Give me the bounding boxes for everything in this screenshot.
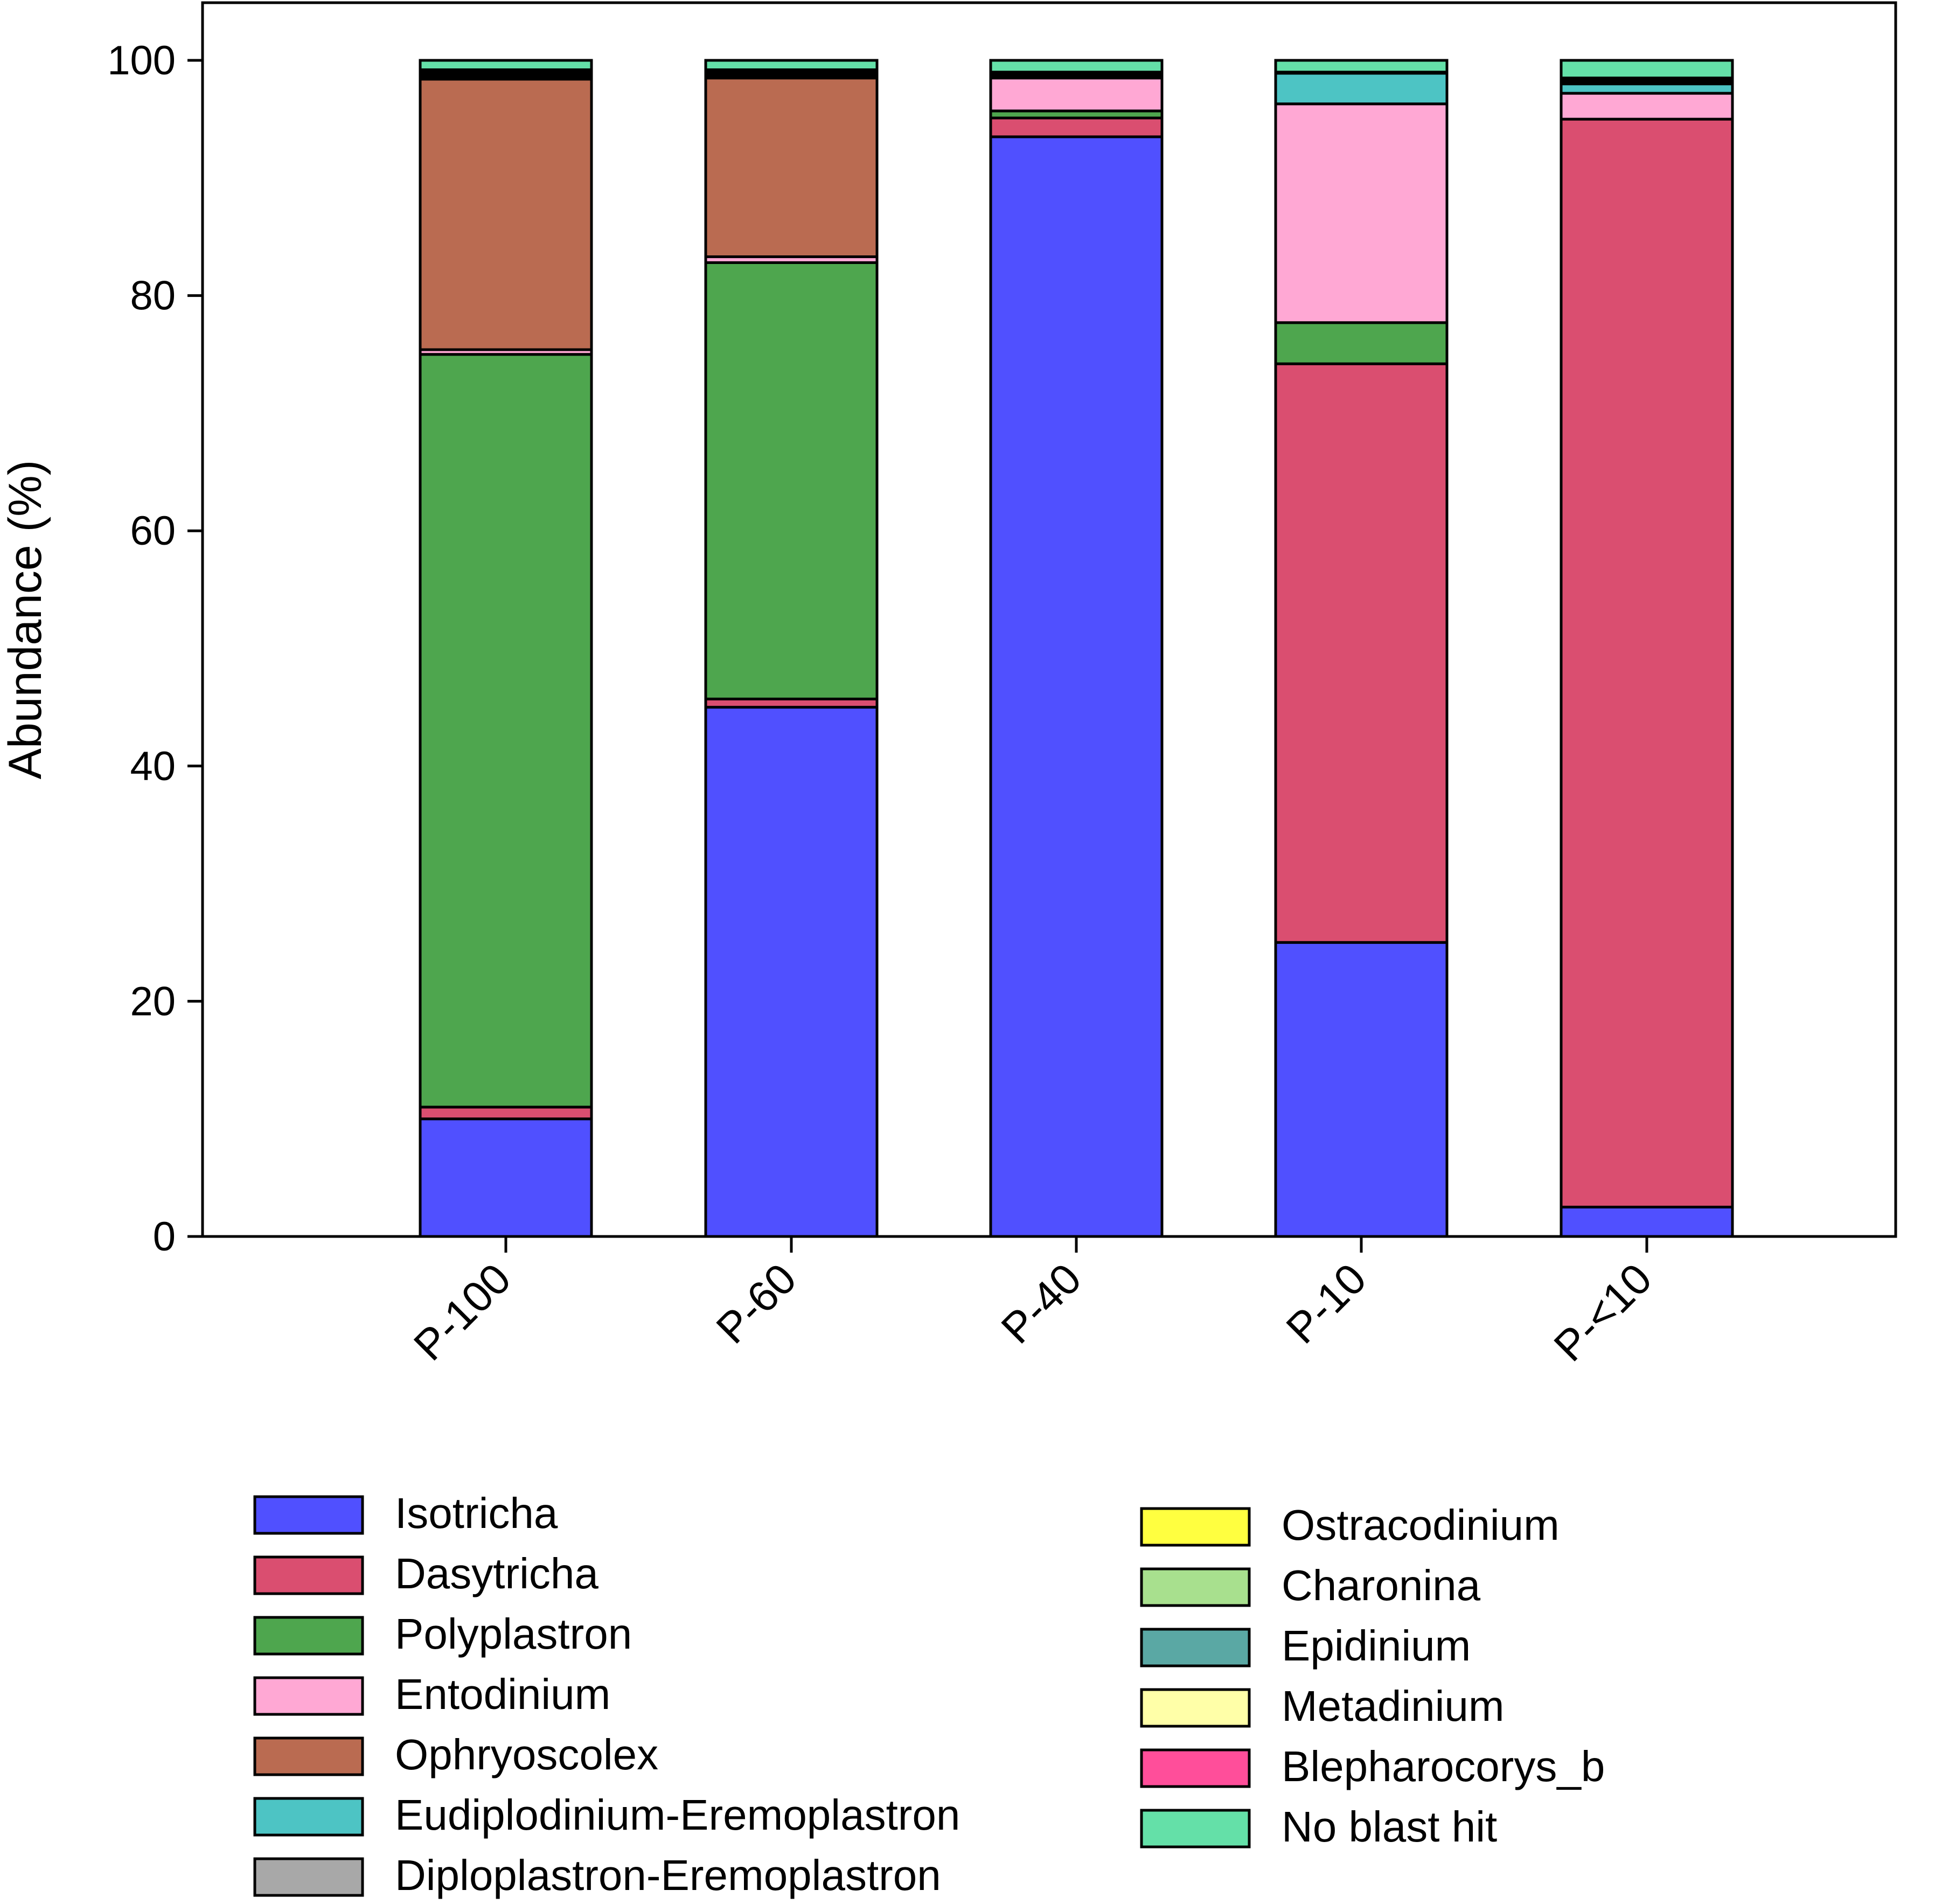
legend-label: Ostracodinium xyxy=(1282,1501,1560,1549)
legend-label: Eudiplodinium-Eremoplastron xyxy=(395,1791,960,1839)
bar-segment-dasytricha xyxy=(1560,117,1734,1208)
bar-segment-isotricha xyxy=(1274,941,1449,1238)
y-tick-label: 80 xyxy=(130,273,176,319)
bar-segment-polyplastron xyxy=(704,261,879,700)
legend-label: Ophryoscolex xyxy=(395,1731,658,1778)
legend-item-isotricha: Isotricha xyxy=(253,1489,558,1537)
bar-segment-ophryoscolex xyxy=(419,78,593,351)
bar-segment-ophryoscolex xyxy=(704,77,879,259)
bar-stack-p-100 xyxy=(419,59,593,1238)
bar-segment-dasytricha xyxy=(989,116,1164,138)
legend-swatch xyxy=(253,1736,364,1776)
y-tick-label: 0 xyxy=(153,1214,176,1260)
legend-item-eudiplodinium-eremoplastron: Eudiplodinium-Eremoplastron xyxy=(253,1791,960,1839)
bar-segment-no-blast-hit xyxy=(419,59,593,71)
y-tick-label: 60 xyxy=(130,508,176,554)
legend-label: Dasytricha xyxy=(395,1549,598,1597)
legend-item-entodinium: Entodinium xyxy=(253,1670,610,1718)
bars xyxy=(419,59,1734,1238)
legend-label: Metadinium xyxy=(1282,1682,1505,1730)
bar-segment-eudiplodinium-eremoplastron xyxy=(1560,82,1734,95)
bar-segment-isotricha xyxy=(419,1117,593,1238)
bar-segment-dasytricha xyxy=(1274,362,1449,944)
bar-stack-p-40 xyxy=(989,59,1164,1238)
y-axis-title: Abundance (%) xyxy=(0,460,51,780)
bar-segment-no-blast-hit xyxy=(989,59,1164,74)
legend-swatch xyxy=(253,1555,364,1595)
legend: Isotricha Dasytricha Polyplastron Entodiniu… xyxy=(253,1489,1605,1899)
legend-label: Polyplastron xyxy=(395,1610,632,1658)
bar-segment-no-blast-hit xyxy=(1274,59,1449,74)
bar-segment-dasytricha xyxy=(419,1106,593,1121)
legend-label: Diploplastron-Eremoplastron xyxy=(395,1851,941,1899)
legend-swatch xyxy=(253,1495,364,1535)
y-axis: 0 20 40 60 80 100 xyxy=(107,38,203,1260)
legend-label: Epidinium xyxy=(1282,1622,1471,1670)
legend-item-diploplastron-eremoplastron: Diploplastron-Eremoplastron xyxy=(253,1851,941,1899)
bar-segment-entodinium xyxy=(989,77,1164,113)
legend-swatch xyxy=(1140,1507,1251,1547)
bar-stack-p-10 xyxy=(1560,59,1734,1238)
legend-label: Entodinium xyxy=(395,1670,610,1718)
legend-swatch xyxy=(1140,1628,1251,1667)
y-tick-label: 100 xyxy=(107,38,176,84)
legend-swatch xyxy=(1140,1809,1251,1849)
legend-swatch xyxy=(253,1616,364,1656)
bar-segment-entodinium xyxy=(1560,92,1734,121)
bar-segment-isotricha xyxy=(704,706,879,1238)
bar-stack-p-60 xyxy=(704,59,879,1238)
bar-segment-isotricha xyxy=(1560,1205,1734,1238)
legend-item-dasytricha: Dasytricha xyxy=(253,1549,598,1597)
legend-item-metadinium: Metadinium xyxy=(1140,1682,1505,1730)
legend-item-epidinium: Epidinium xyxy=(1140,1622,1471,1670)
y-tick-label: 40 xyxy=(130,743,176,789)
bar-stack-p-10 xyxy=(1274,59,1449,1238)
legend-label: Isotricha xyxy=(395,1489,558,1537)
bar-segment-polyplastron xyxy=(1274,321,1449,365)
legend-item-no-blast-hit: No blast hit xyxy=(1140,1803,1497,1851)
legend-swatch xyxy=(1140,1567,1251,1607)
legend-swatch xyxy=(253,1797,364,1837)
legend-swatch xyxy=(1140,1688,1251,1728)
legend-label: Blepharocorys_b xyxy=(1282,1742,1605,1790)
legend-item-blepharocorys-b: Blepharocorys_b xyxy=(1140,1742,1605,1790)
legend-swatch xyxy=(253,1857,364,1897)
bar-segment-polyplastron xyxy=(419,353,593,1109)
bar-segment-eudiplodinium-eremoplastron xyxy=(1274,72,1449,106)
bar-segment-no-blast-hit xyxy=(704,59,879,71)
legend-item-ostracodinium: Ostracodinium xyxy=(1140,1501,1560,1549)
legend-item-ophryoscolex: Ophryoscolex xyxy=(253,1731,658,1778)
y-tick-label: 20 xyxy=(130,978,176,1024)
legend-item-charonina: Charonina xyxy=(1140,1561,1481,1609)
legend-label: Charonina xyxy=(1282,1561,1481,1609)
bar-segment-no-blast-hit xyxy=(1560,59,1734,80)
legend-label: No blast hit xyxy=(1282,1803,1497,1851)
bar-segment-entodinium xyxy=(1274,102,1449,324)
legend-item-polyplastron: Polyplastron xyxy=(253,1610,632,1658)
bar-segment-isotricha xyxy=(989,135,1164,1238)
legend-swatch xyxy=(253,1676,364,1716)
legend-swatch xyxy=(1140,1748,1251,1788)
